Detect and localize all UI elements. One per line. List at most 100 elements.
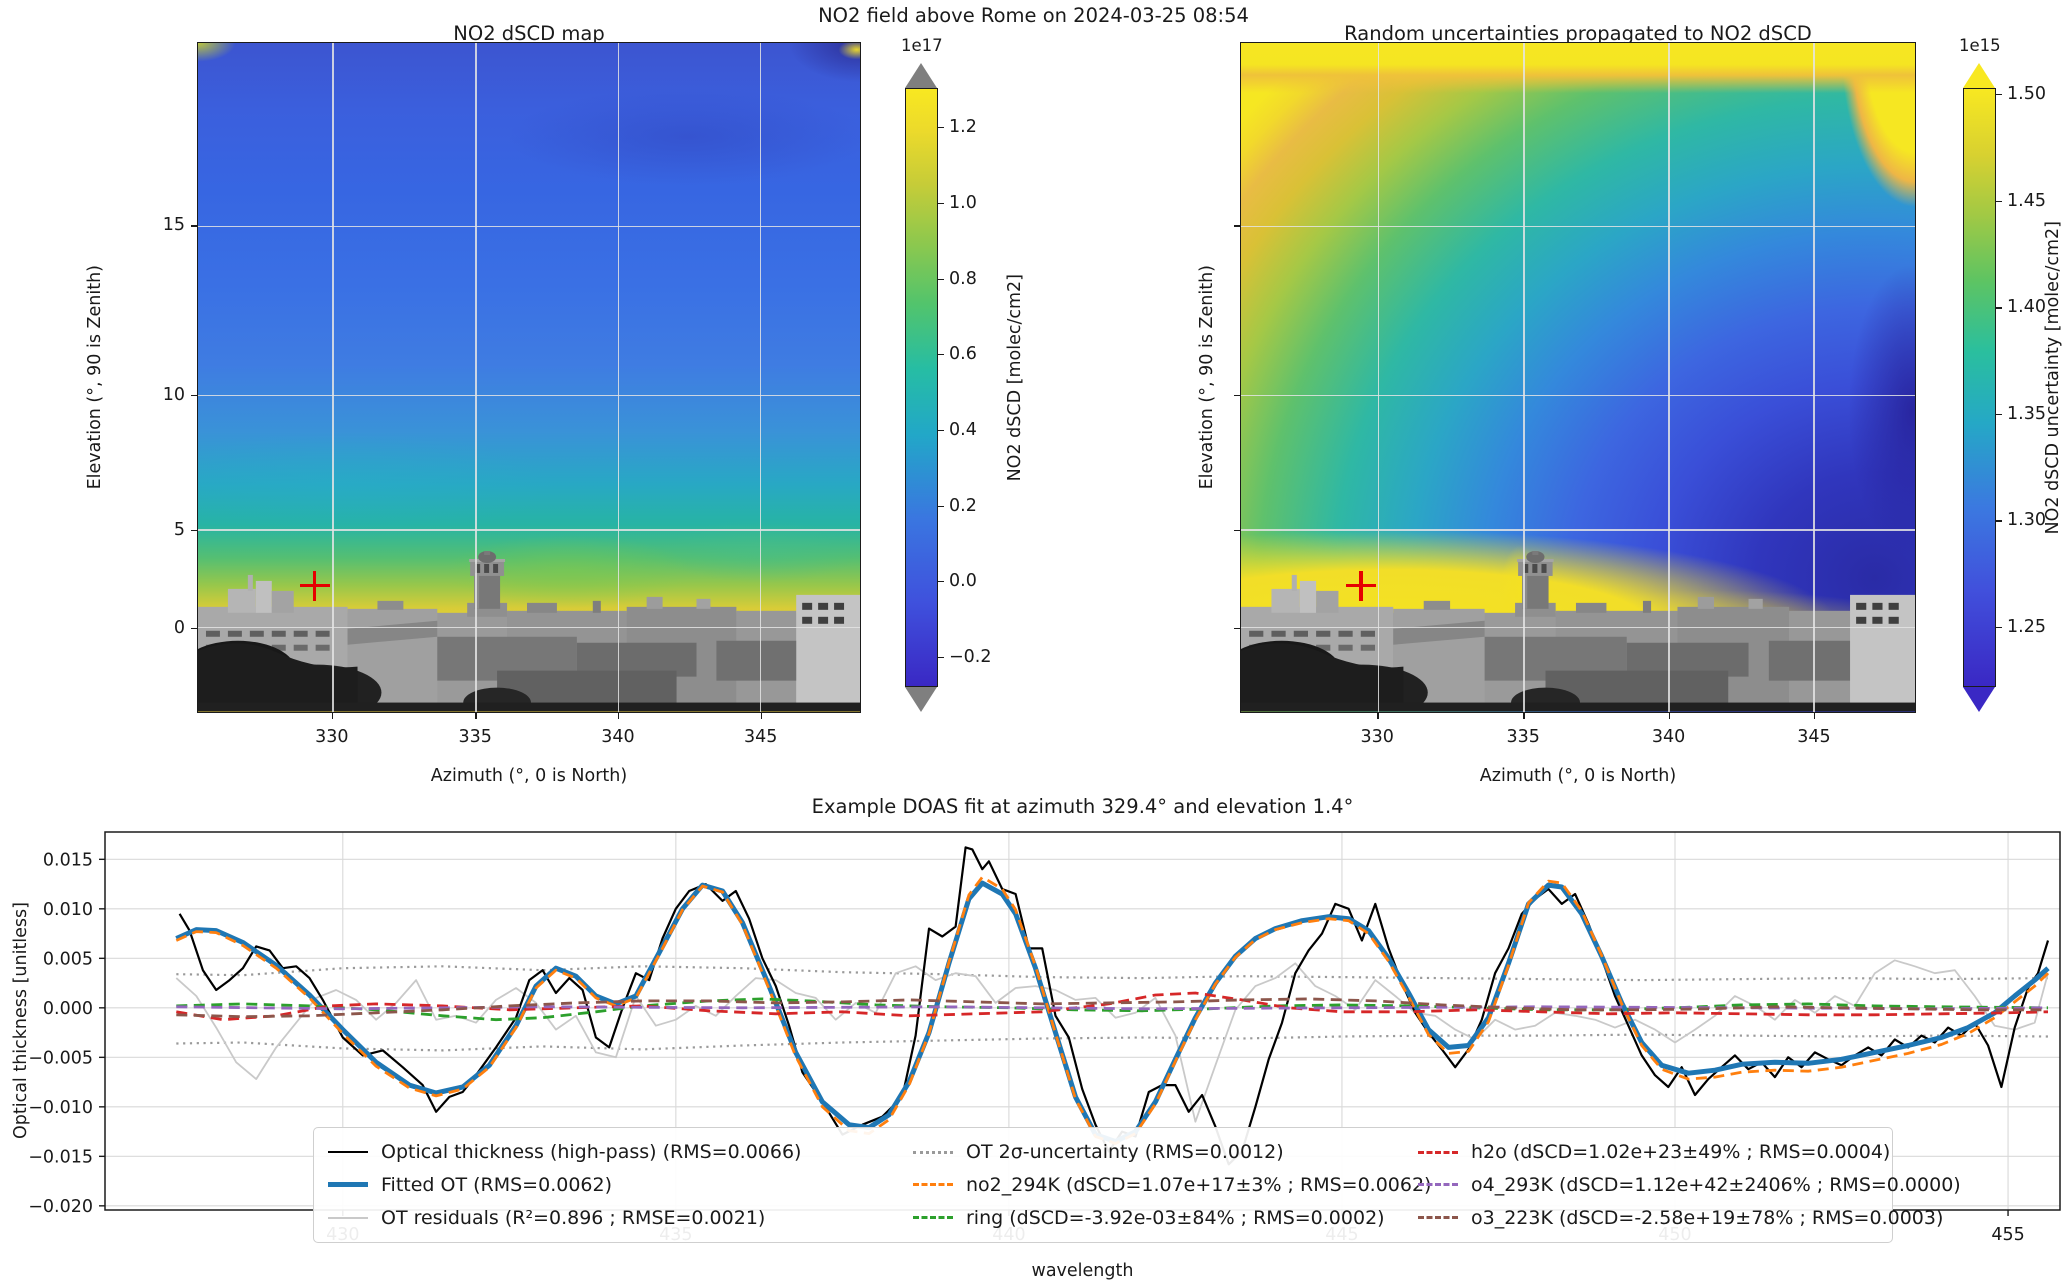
series-o3_223K: [176, 997, 2048, 1019]
elevation-gridline: [1241, 394, 1915, 397]
colorbar-tickmark: [938, 430, 944, 432]
x-tick-label: 450: [1658, 1225, 1691, 1245]
azimuth-tick-label: 335: [1506, 727, 1540, 747]
colorbar-tick-label: 1.0: [949, 193, 977, 213]
y-tick-label: −0.005: [28, 1048, 93, 1068]
x-tickmark: [475, 713, 477, 719]
colorbar-tick-label: 0.2: [949, 496, 977, 517]
elevation-tick-label: 15: [162, 215, 185, 236]
colorbar-tickmark: [1996, 307, 2002, 309]
azimuth-tick-label: 330: [315, 727, 349, 747]
x-tickmark: [331, 713, 334, 719]
y-tick-label: −0.010: [28, 1098, 93, 1118]
y-tickmark: [191, 394, 197, 397]
left-map-xlabel: Azimuth (°, 0 is North): [430, 766, 628, 786]
right-colorbar-extend-down-icon: [1963, 687, 1995, 712]
colorbar-tickmark: [1996, 93, 2002, 96]
colorbar-tickmark: [938, 203, 944, 205]
elevation-gridline: [198, 529, 860, 531]
colorbar-tickmark: [938, 506, 944, 508]
right-colorbar-extend-up-icon: [1963, 63, 1995, 88]
marker-bar-v: [312, 570, 317, 601]
azimuth-tick-label: 335: [458, 727, 492, 747]
right-map-title: Random uncertainties propagated to NO2 d…: [1344, 22, 1812, 45]
x-tick-label: 440: [992, 1225, 1025, 1245]
y-tickmark: [1234, 394, 1240, 397]
colorbar-tickmark: [1996, 520, 2002, 522]
azimuth-tick-label: 345: [744, 727, 778, 747]
azimuth-gridline: [1523, 43, 1525, 712]
marker-bar-v: [1359, 570, 1363, 601]
colorbar-tickmark: [938, 279, 944, 281]
series-optical_thickness_highpass: [178, 846, 2050, 1166]
x-tick-label: 430: [326, 1225, 359, 1245]
y-tick-label: −0.015: [28, 1147, 93, 1167]
elevation-tick-label: 5: [173, 519, 185, 540]
colorbar-tick-label: 1.35: [2007, 403, 2046, 424]
elevation-tick-label: 10: [162, 384, 185, 405]
x-tickmark: [1377, 713, 1379, 719]
left-colorbar-extend-down-icon: [905, 687, 937, 712]
elevation-gridline: [198, 225, 860, 228]
left-colorbar-scale: 1e17: [901, 36, 943, 55]
left-map-title: NO2 dSCD map: [453, 22, 605, 45]
azimuth-gridline: [1668, 43, 1670, 712]
colorbar-tickmark: [938, 353, 944, 356]
y-tickmark: [191, 225, 197, 227]
doas-pixel-marker: [299, 570, 330, 601]
right-colorbar-scale: 1e15: [1959, 36, 2001, 55]
colorbar-tickmark: [938, 580, 944, 583]
colorbar-tick-label: 1.2: [949, 116, 977, 137]
x-tickmark: [1523, 713, 1525, 719]
y-tickmark: [191, 529, 197, 532]
colorbar-tick-label: 0.0: [949, 570, 977, 591]
colorbar-tickmark: [1996, 627, 2002, 629]
elevation-gridline: [1241, 225, 1915, 228]
colorbar-tick-label: 1.25: [2007, 617, 2046, 638]
elevation-gridline: [1241, 627, 1915, 629]
azimuth-gridline: [617, 43, 620, 712]
left-colorbar: [905, 88, 938, 687]
left-colorbar-extend-up-icon: [905, 63, 937, 88]
elevation-gridline: [198, 627, 860, 629]
azimuth-gridline: [1813, 43, 1815, 712]
x-tickmark: [1813, 713, 1816, 719]
azimuth-tick-label: 340: [1651, 727, 1686, 747]
y-tick-label: 0.015: [43, 850, 93, 870]
azimuth-gridline: [760, 43, 762, 712]
azimuth-gridline: [475, 43, 477, 712]
y-tick-label: 0.010: [43, 900, 93, 920]
doas-xlabel: wavelength: [1031, 1261, 1134, 1281]
colorbar-tickmark: [1996, 200, 2002, 202]
x-tickmark: [1668, 713, 1670, 719]
no2-dscd-heatmap-field: [198, 43, 860, 712]
colorbar-tick-label: 1.30: [2007, 510, 2046, 531]
no2-uncertainty-heatmap-field: [1241, 43, 1915, 712]
x-tick-label: 455: [1991, 1225, 2024, 1245]
azimuth-tick-label: 345: [1797, 727, 1831, 747]
doas-pixel-marker: [1345, 570, 1376, 601]
y-tick-label: 0.005: [43, 949, 93, 969]
plot-background: [105, 832, 2060, 1210]
x-tickmark: [617, 713, 620, 719]
series-ot_residuals: [175, 959, 2049, 1123]
azimuth-gridline: [332, 43, 334, 712]
colorbar-tickmark: [938, 126, 944, 129]
doas-chart-title: Example DOAS fit at azimuth 329.4° and e…: [811, 795, 1354, 818]
y-tickmark: [1234, 627, 1240, 630]
y-tickmark: [1234, 225, 1240, 227]
colorbar-tick-label: 1.40: [2007, 297, 2046, 318]
azimuth-tick-label: 330: [1360, 727, 1394, 747]
colorbar-tick-label: −0.2: [949, 647, 992, 668]
azimuth-tick-label: 340: [601, 727, 635, 747]
colorbar-tick-label: 1.45: [2007, 190, 2046, 211]
colorbar-tick-label: 0.8: [949, 269, 977, 290]
colorbar-tickmark: [938, 657, 944, 659]
colorbar-tick-label: 0.6: [949, 343, 977, 364]
x-tick-label: 445: [1325, 1225, 1358, 1245]
elevation-gridline: [1241, 529, 1915, 531]
elevation-gridline: [198, 394, 860, 397]
elevation-tick-label: 0: [173, 617, 185, 638]
